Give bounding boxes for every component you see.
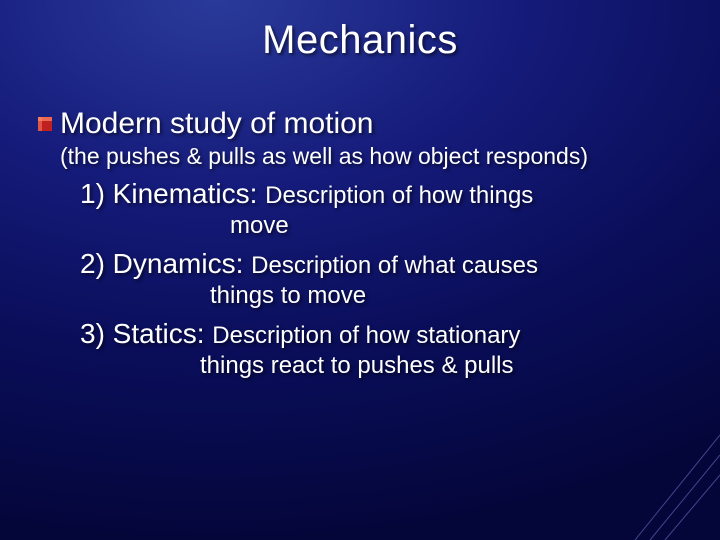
item-cont: things to move: [210, 282, 690, 310]
list-item: 1) Kinematics: Description of how things…: [80, 178, 690, 240]
bullet-sub-text: (the pushes & pulls as well as how objec…: [60, 143, 690, 170]
list-item: 2) Dynamics: Description of what causes …: [80, 248, 690, 310]
bullet-row: Modern study of motion: [38, 107, 690, 141]
item-cont: things react to pushes & pulls: [200, 352, 690, 380]
bullet-main-text: Modern study of motion: [60, 107, 374, 141]
slide-title: Mechanics: [30, 18, 690, 63]
item-cont: move: [230, 212, 690, 240]
slide-container: Mechanics Modern study of motion (the pu…: [0, 0, 720, 540]
square-bullet-icon: [38, 117, 52, 131]
item-desc: Description of how stationary: [212, 322, 520, 349]
list-item: 3) Statics: Description of how stationar…: [80, 318, 690, 380]
item-lead: 1) Kinematics:: [80, 178, 265, 209]
item-desc: Description of how things: [265, 182, 533, 209]
item-desc: Description of what causes: [251, 252, 538, 279]
item-lead: 3) Statics:: [80, 318, 212, 349]
item-lead: 2) Dynamics:: [80, 248, 251, 279]
